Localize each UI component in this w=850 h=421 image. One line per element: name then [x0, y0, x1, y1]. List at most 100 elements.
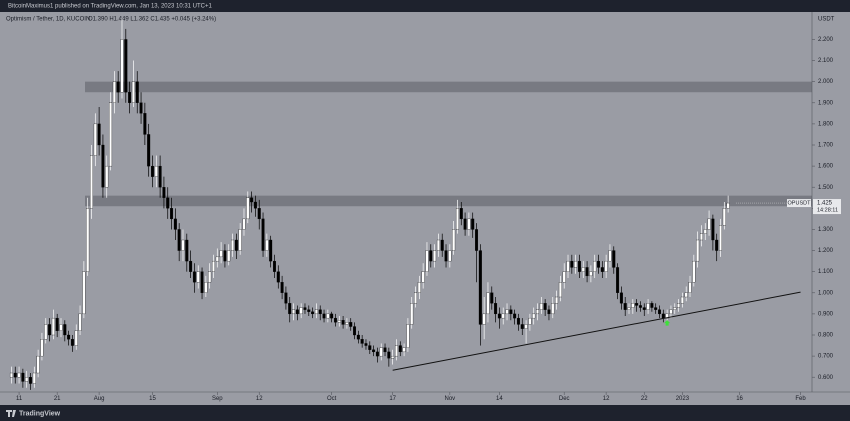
candle-body [475, 229, 479, 251]
candle-body [532, 313, 536, 319]
price-tag [813, 199, 841, 215]
y-tick-label: 0.600 [818, 375, 834, 381]
x-tick-label: Aug [94, 396, 105, 402]
candle-body [391, 355, 395, 359]
candle-body [696, 239, 700, 262]
candle-body [577, 260, 581, 272]
x-tick-label: 12 [256, 396, 263, 402]
candle-body [482, 313, 486, 325]
candle-body [93, 123, 97, 156]
candle-body [711, 218, 715, 241]
candle-body [593, 260, 597, 272]
y-tick-label: 1.600 [818, 164, 834, 170]
candle-body [147, 134, 151, 167]
candle-body [63, 324, 67, 336]
candle-body [303, 307, 307, 310]
resistance-zone [85, 81, 812, 93]
logo-icon [6, 410, 16, 417]
x-tick-label: 21 [54, 396, 61, 402]
candle-body [387, 351, 391, 359]
candle-body [715, 239, 719, 251]
price-label: 1.425 [817, 201, 833, 207]
candle-body [635, 303, 639, 306]
candle-body [692, 260, 696, 283]
candle-body [307, 309, 311, 312]
x-tick-label: 2023 [676, 396, 690, 402]
candle-body [295, 309, 299, 315]
x-tick-label: 15 [149, 396, 156, 402]
candle-body [158, 165, 162, 188]
x-tick-label: 12 [603, 396, 610, 402]
y-tick-label: 1.900 [818, 100, 834, 106]
candle-body [440, 239, 444, 251]
candle-body [486, 292, 490, 315]
candle-body [185, 239, 189, 262]
candle-body [116, 81, 120, 93]
candle-body [581, 267, 585, 272]
candle-body [574, 260, 578, 268]
candle-body [471, 218, 475, 230]
candle-body [105, 165, 109, 188]
candle-body [612, 250, 616, 268]
trend-line [392, 291, 801, 371]
candle-body [219, 250, 223, 258]
x-tick-label: Dec [559, 396, 570, 402]
candle-body [48, 324, 52, 336]
candle-body [135, 81, 139, 103]
candle-body [417, 282, 421, 293]
x-tick-label: Sep [212, 396, 223, 402]
candle-body [444, 250, 448, 262]
candle-body [570, 260, 574, 268]
candle-body [608, 250, 612, 262]
publisher: BitcoinMaximus1 published on TradingView… [8, 4, 213, 10]
candle-body [505, 309, 509, 315]
candle-body [699, 233, 703, 241]
candle-body [288, 303, 292, 315]
candle-body [181, 239, 185, 251]
candle-body [372, 349, 376, 353]
candle-body [318, 309, 322, 315]
candle-body [353, 326, 357, 336]
candle-body [654, 307, 658, 310]
candle-body [234, 239, 238, 251]
candle-body [619, 292, 623, 304]
candle-body [261, 218, 265, 251]
candle-body [410, 303, 414, 325]
candle-body [478, 250, 482, 325]
candle-body [631, 303, 635, 308]
candle-body [467, 218, 471, 230]
y-tick-label: 0.700 [818, 354, 834, 360]
candle-body [21, 372, 25, 382]
candle-body [284, 292, 288, 304]
candle-body [124, 39, 128, 93]
candle-body [536, 309, 540, 315]
candle-body [109, 102, 113, 167]
candle-body [509, 309, 513, 315]
candle-body [368, 345, 372, 350]
candle-body [661, 313, 665, 319]
candle-body [677, 303, 681, 308]
y-tick-label: 1.000 [818, 290, 834, 296]
y-axis-label: USDT [818, 17, 835, 23]
candle-body [25, 377, 29, 382]
candle-body [383, 347, 387, 353]
candle-body [82, 271, 86, 315]
candle-body [276, 271, 280, 283]
footer [0, 405, 850, 421]
candle-body [520, 324, 524, 329]
candle-body [463, 218, 467, 230]
candle-body [658, 309, 661, 315]
candle-body [112, 81, 116, 103]
candle-body [208, 271, 212, 283]
y-tick-label: 1.700 [818, 143, 834, 149]
candle-body [539, 303, 543, 310]
candle-body [425, 250, 429, 272]
candle-body [173, 218, 177, 230]
candle-body [349, 322, 353, 327]
candle-body [257, 208, 261, 220]
candle-body [272, 260, 276, 272]
candle-body [452, 229, 456, 251]
x-tick-label: 22 [641, 396, 648, 402]
candle-body [490, 292, 494, 304]
candle-body [394, 345, 398, 357]
